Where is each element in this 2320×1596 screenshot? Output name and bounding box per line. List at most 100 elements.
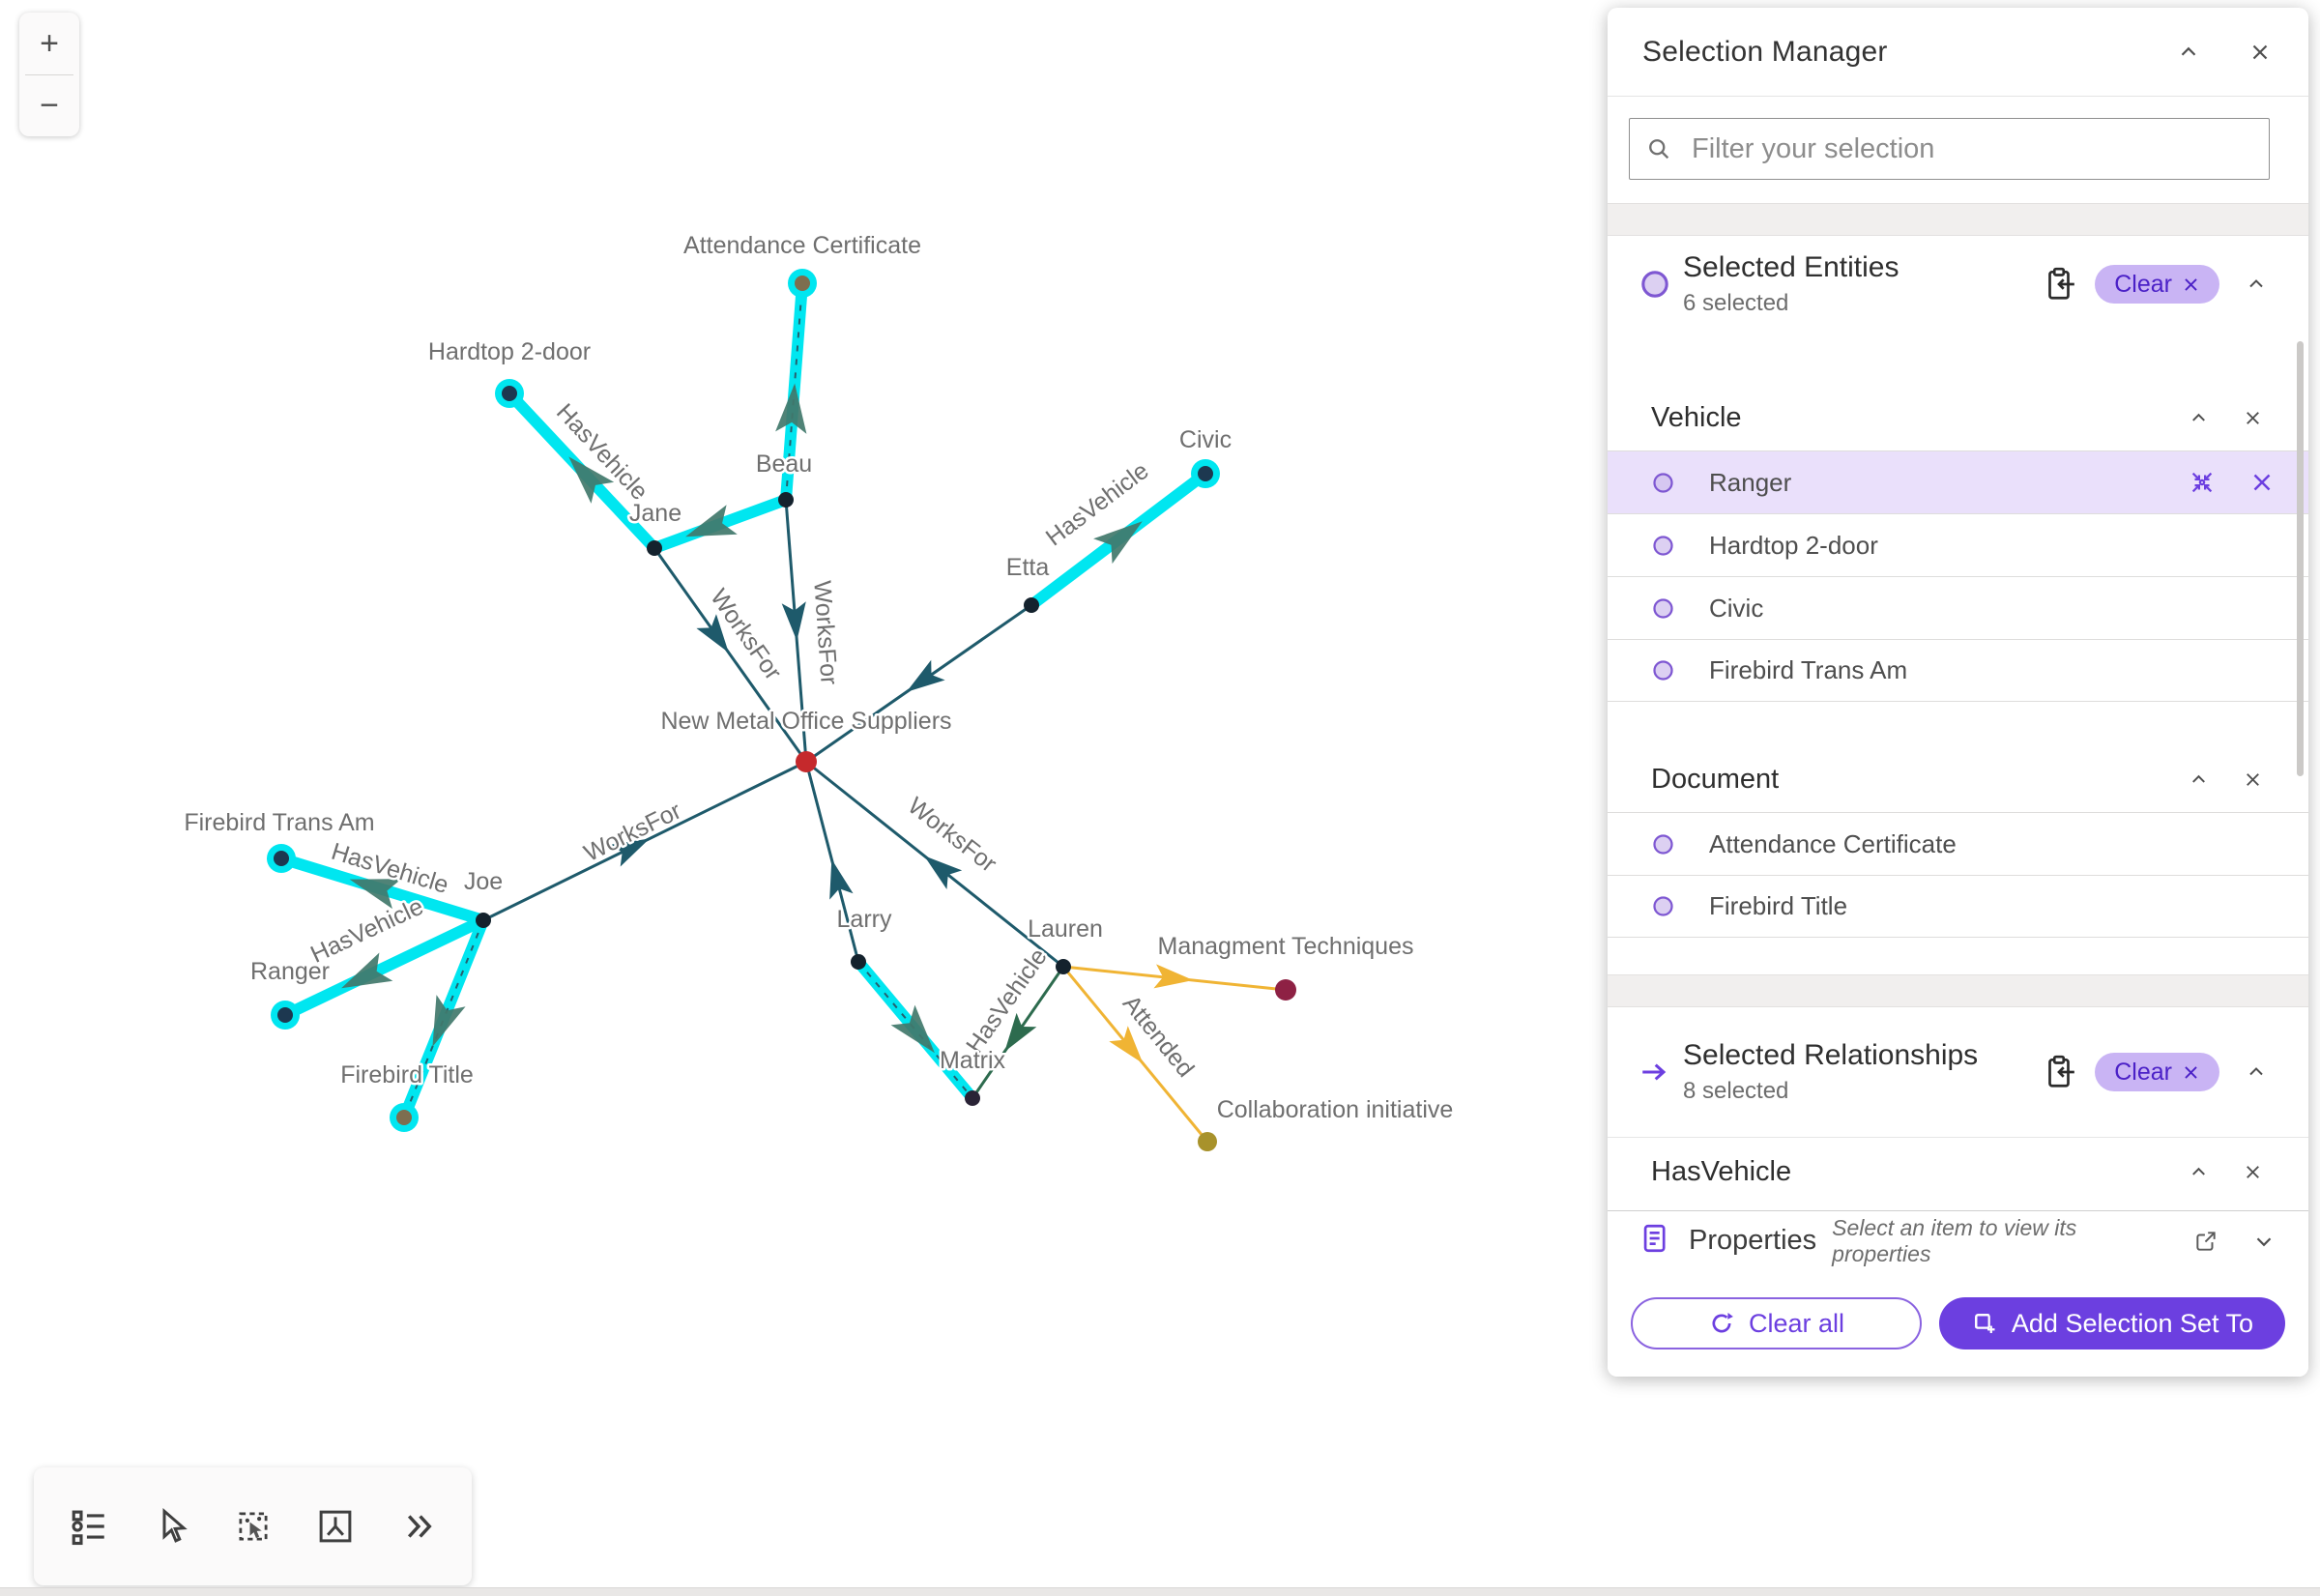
edge-larry-nmos[interactable] (804, 761, 860, 963)
group-header-Document: Document (1608, 746, 2308, 812)
collapse-relationships-button[interactable] (2229, 1045, 2283, 1099)
entity-row[interactable]: Hardtop 2-door (1608, 513, 2308, 576)
edge-lauren-nmos[interactable] (805, 760, 1064, 969)
select-features-icon[interactable] (225, 1498, 281, 1554)
edge-beau-attendance[interactable] (775, 277, 810, 506)
node-beau[interactable] (778, 492, 794, 508)
properties-bar[interactable]: Properties Select an item to view its pr… (1608, 1210, 2308, 1270)
edge-arrow-icon (696, 614, 729, 653)
entity-row[interactable]: Firebird Trans Am (1608, 639, 2308, 702)
zoom-in-button[interactable]: + (19, 13, 79, 74)
edge-beau-jane[interactable] (649, 494, 792, 554)
map-toolbar (34, 1467, 472, 1585)
edge-lauren-matrix[interactable] (971, 966, 1065, 1099)
edge-joe-ranger[interactable] (279, 914, 489, 1021)
edge-joe-fta[interactable] (276, 853, 489, 926)
edge-beau-nmos[interactable] (781, 499, 809, 763)
clear-entities-button[interactable]: Clear (2095, 265, 2219, 304)
edge-label: WorksFor (903, 792, 1001, 877)
entity-row[interactable]: Attendance Certificate (1608, 812, 2308, 875)
selection-list[interactable]: Selected Entities 6 selected Clear (1608, 203, 2308, 1210)
zoom-to-entity-button[interactable] (2179, 459, 2225, 506)
collapse-group-button[interactable] (2171, 1146, 2225, 1200)
collapse-entities-button[interactable] (2229, 257, 2283, 311)
link-chart-icon[interactable] (307, 1498, 363, 1554)
entity-row[interactable]: Ranger (1608, 450, 2308, 513)
node-label: Matrix (940, 1047, 1006, 1074)
node-jane[interactable] (647, 540, 662, 556)
node-larry[interactable] (851, 954, 866, 970)
clear-all-button[interactable]: Clear all (1631, 1297, 1922, 1349)
edge-lauren-collab[interactable] (1061, 966, 1209, 1143)
node-civic[interactable] (1191, 459, 1220, 488)
edge-label: HasVehicle (1041, 457, 1154, 552)
node-nmos[interactable] (796, 751, 817, 772)
node-attendance[interactable] (788, 269, 817, 298)
edge-larry-matrix[interactable] (853, 956, 978, 1104)
open-properties-window-button[interactable] (2179, 1214, 2233, 1268)
remove-group-button[interactable] (2225, 391, 2279, 445)
edge-etta-civic[interactable] (1026, 468, 1211, 611)
remove-group-button[interactable] (2225, 752, 2279, 806)
edge-joe-firebird_title[interactable] (398, 914, 489, 1123)
entity-label: Ranger (1709, 467, 1792, 497)
pointer-icon[interactable] (143, 1498, 199, 1554)
relationship-group-hasvehicle: HasVehicle (1608, 1137, 2308, 1206)
node-label: Beau (756, 450, 812, 478)
collapse-panel-button[interactable] (2161, 25, 2216, 79)
entity-icon (1650, 831, 1679, 857)
copy-relationships-icon[interactable] (2033, 1046, 2085, 1098)
more-tools-icon[interactable] (390, 1498, 446, 1554)
copy-entities-icon[interactable] (2033, 258, 2085, 310)
collapse-group-button[interactable] (2171, 752, 2225, 806)
entity-label: Hardtop 2-door (1709, 530, 1878, 560)
node-etta[interactable] (1024, 597, 1039, 613)
edge-arrow-icon (781, 601, 806, 642)
edge-etta-nmos[interactable] (805, 603, 1032, 764)
edge-arrow-icon (341, 952, 393, 989)
node-ranger[interactable] (271, 1001, 300, 1030)
entity-row[interactable]: Civic (1608, 576, 2308, 639)
zoom-out-button[interactable]: − (19, 75, 79, 137)
edge-jane-hardtop[interactable] (504, 388, 660, 554)
node-fta[interactable] (267, 844, 296, 873)
group-header-Vehicle: Vehicle (1608, 385, 2308, 450)
group-title: Document (1651, 763, 1780, 795)
node-joe[interactable] (476, 913, 491, 928)
close-panel-button[interactable] (2233, 25, 2287, 79)
group-title: HasVehicle (1651, 1156, 1792, 1187)
add-selection-set-button[interactable]: Add Selection Set To (1939, 1297, 2285, 1349)
entity-group-document: Document Attendance Certificate Firebird… (1608, 746, 2308, 938)
group-title: Vehicle (1651, 401, 1742, 433)
entities-count: 6 selected (1683, 290, 1789, 316)
edge-lauren-mgmt[interactable] (1062, 964, 1287, 992)
node-mgmt[interactable] (1275, 979, 1296, 1001)
relationship-groups: HasVehicle (1608, 1137, 2308, 1206)
node-lauren[interactable] (1056, 959, 1071, 974)
clear-relationships-button[interactable]: Clear (2095, 1053, 2219, 1091)
add-selection-icon (1975, 1314, 1995, 1334)
edge-arrow-icon (890, 1004, 935, 1054)
collapse-group-button[interactable] (2171, 391, 2225, 445)
edge-arrow-icon (1093, 521, 1143, 565)
remove-group-button[interactable] (2225, 1146, 2279, 1200)
legend-icon[interactable] (61, 1498, 117, 1554)
edge-arrow-icon (1109, 1026, 1144, 1064)
edge-jane-nmos[interactable] (652, 547, 808, 763)
filter-input[interactable] (1690, 131, 2253, 166)
entity-type-icon (1633, 268, 1677, 301)
remove-entity-button[interactable] (2239, 459, 2285, 506)
node-label: Attendance Certificate (683, 232, 921, 259)
expand-properties-button[interactable] (2237, 1214, 2291, 1268)
scrollbar-thumb[interactable] (2297, 341, 2304, 776)
node-matrix[interactable] (965, 1090, 980, 1106)
node-hardtop[interactable] (495, 379, 524, 408)
edge-arrow-icon (349, 879, 402, 910)
node-firebird_title[interactable] (390, 1103, 419, 1132)
selected-relationships-header: Selected Relationships 8 selected Clear (1608, 1007, 2308, 1137)
edge-joe-nmos[interactable] (482, 760, 807, 922)
entity-row[interactable]: Firebird Title (1608, 875, 2308, 938)
node-collab[interactable] (1198, 1132, 1217, 1151)
entity-groups: Vehicle Ranger Hardtop 2-door Civic Fire… (1608, 385, 2308, 938)
